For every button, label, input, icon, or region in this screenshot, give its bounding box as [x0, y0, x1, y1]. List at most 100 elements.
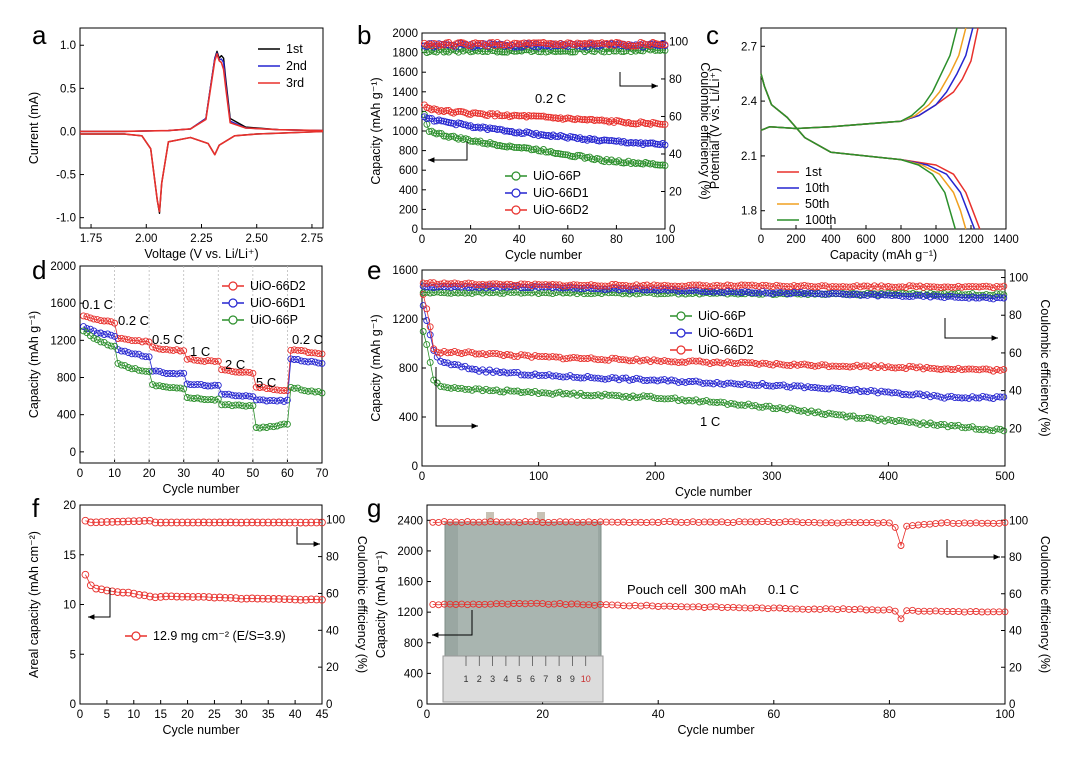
ruler-digit: 5 — [517, 674, 522, 684]
data-point — [947, 283, 955, 291]
data-point — [162, 370, 170, 377]
data-point — [668, 376, 675, 384]
data-point — [178, 518, 187, 527]
data-point — [877, 362, 885, 370]
data-point — [706, 360, 714, 368]
pouch-cell-face — [458, 522, 598, 656]
data-point — [493, 142, 501, 150]
data-point — [965, 283, 973, 291]
data-point — [594, 282, 602, 290]
data-point — [318, 595, 326, 604]
data-point — [570, 353, 578, 361]
data-point — [151, 518, 160, 527]
y-tick-label: 800 — [399, 146, 418, 158]
data-point — [853, 290, 861, 298]
data-point — [804, 282, 812, 290]
arrow-head — [88, 614, 95, 620]
data-point — [183, 355, 191, 363]
data-point — [897, 542, 905, 549]
data-point — [237, 518, 246, 527]
data-point — [664, 377, 672, 385]
data-point — [214, 381, 222, 389]
data-point — [632, 160, 640, 168]
data-point — [759, 380, 766, 387]
data-point — [423, 280, 431, 288]
y-tick-label: -0.5 — [56, 170, 76, 182]
data-point — [909, 292, 917, 300]
data-point — [895, 417, 903, 424]
data-point — [493, 350, 501, 358]
arrow-head — [471, 423, 478, 429]
series-line — [80, 130, 324, 213]
data-point — [465, 289, 473, 297]
data-point — [458, 384, 466, 392]
data-point — [839, 362, 847, 370]
data-point — [307, 595, 316, 604]
data-point — [642, 139, 650, 147]
data-point — [642, 41, 650, 49]
y-axis-label: Capacity (mAh g⁻¹) — [369, 77, 383, 184]
data-point — [608, 39, 615, 47]
data-point — [741, 358, 749, 366]
data-point — [242, 594, 251, 603]
x-tick-label: 70 — [316, 468, 329, 480]
y-tick-label: 2.7 — [741, 41, 757, 53]
data-point — [576, 115, 584, 123]
y-tick-label: 2.1 — [741, 151, 757, 163]
data-point — [965, 365, 973, 373]
data-point — [527, 39, 535, 47]
panel-d: d0 10 20 30 40 50 60 700400800120016002000Cycle… — [27, 255, 328, 496]
data-point — [90, 315, 98, 323]
panel-label: g — [367, 493, 381, 523]
data-point — [587, 290, 595, 298]
data-point — [657, 357, 665, 365]
data-point — [570, 389, 578, 397]
data-point — [633, 290, 640, 298]
x-tick-label: 1000 — [923, 234, 949, 246]
data-point — [156, 518, 165, 527]
data-point — [647, 282, 654, 290]
data-point — [633, 281, 640, 289]
data-point — [447, 361, 455, 369]
data-point — [608, 289, 616, 296]
data-point — [514, 387, 522, 395]
data-point — [790, 282, 798, 290]
data-point — [259, 396, 267, 404]
data-point — [682, 287, 689, 295]
data-point — [549, 114, 557, 122]
data-point — [486, 289, 494, 297]
data-point — [598, 282, 606, 290]
rate-label: 0.1 C — [82, 297, 113, 312]
data-point — [780, 361, 787, 369]
data-point — [479, 350, 487, 358]
data-point — [738, 289, 745, 296]
data-point — [542, 281, 550, 289]
data-point — [804, 289, 812, 297]
data-point — [518, 130, 526, 138]
data-point — [776, 404, 784, 412]
x-tick-label: 60 — [281, 468, 294, 480]
data-point — [933, 365, 941, 373]
data-point — [461, 280, 469, 288]
data-point — [146, 516, 154, 525]
data-point — [180, 385, 188, 393]
arrow-to-ce — [944, 318, 998, 339]
data-point — [201, 357, 208, 365]
data-point — [881, 291, 889, 299]
data-point — [273, 422, 281, 430]
data-point — [524, 288, 532, 296]
data-point — [538, 371, 546, 379]
legend-label: 50th — [805, 197, 829, 211]
data-point — [588, 136, 596, 143]
data-point — [454, 385, 462, 393]
y2-axis-label: Coulombic efficiency (%) — [355, 536, 369, 673]
data-point — [654, 120, 662, 128]
data-point — [103, 518, 111, 526]
data-point — [465, 385, 473, 393]
y-tick-label: 1600 — [392, 67, 418, 79]
data-point — [745, 288, 752, 296]
y2-tick-label: 80 — [669, 74, 682, 86]
data-point — [877, 291, 885, 299]
data-point — [734, 359, 742, 367]
data-point — [612, 117, 620, 125]
